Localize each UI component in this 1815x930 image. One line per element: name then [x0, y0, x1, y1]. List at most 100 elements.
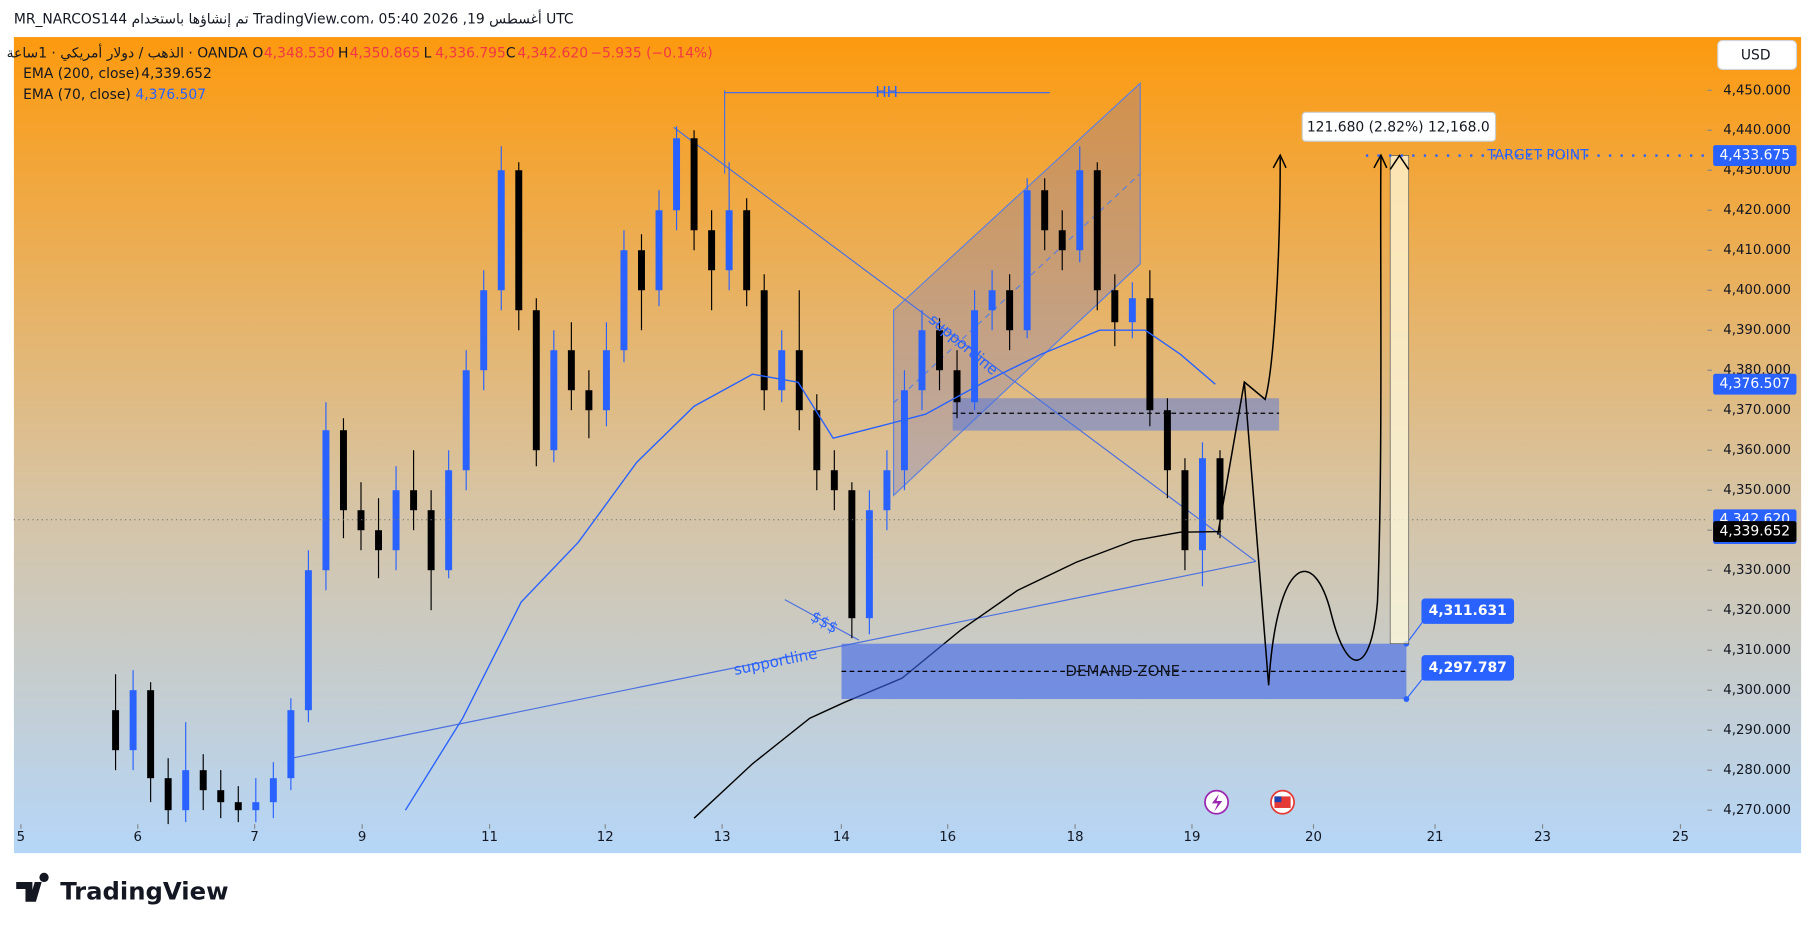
ema-line	[693, 530, 1222, 819]
y-tick-label: 4,320.000	[1723, 603, 1791, 618]
candle-body	[743, 210, 751, 291]
x-tick-label: 5	[17, 830, 25, 845]
x-tick-label: 12	[597, 830, 614, 845]
ohlc-value: 4,342.620	[517, 45, 588, 61]
y-tick-label: 4,330.000	[1723, 563, 1791, 578]
x-tick-label: 25	[1672, 830, 1689, 845]
candle-body	[1058, 230, 1066, 251]
ohlc-key: O	[252, 45, 263, 61]
ohlc-key: H	[338, 45, 348, 61]
candle-body	[900, 390, 908, 471]
currency-button[interactable]	[1717, 39, 1798, 71]
candle-body	[532, 310, 540, 451]
candle-body	[673, 138, 681, 211]
candle-body	[427, 510, 435, 571]
candle-body	[638, 250, 645, 291]
candle-body	[883, 470, 891, 511]
y-tick-label: 4,370.000	[1723, 403, 1791, 418]
x-tick-label: 14	[833, 830, 850, 845]
candle-body	[1128, 298, 1136, 323]
measure-label: 121.680 (2.82%) 12,168.0	[1307, 119, 1490, 135]
y-tick-label: 4,400.000	[1723, 283, 1791, 298]
measure-arrow	[1389, 154, 1410, 170]
y-tick-label: 4,410.000	[1723, 243, 1791, 258]
pen-arrow	[1373, 153, 1388, 169]
candle-body	[830, 470, 838, 491]
candle-body	[988, 290, 996, 311]
measure-bar	[1389, 155, 1410, 645]
x-tick-label: 9	[358, 830, 366, 845]
ohlc-value: 4,336.795	[435, 45, 506, 61]
y-tick-label: 4,440.000	[1723, 123, 1791, 138]
candles	[112, 126, 1224, 825]
sss-line	[784, 599, 860, 641]
candle-body	[304, 570, 312, 711]
change: −5.935 (−0.14%)	[590, 45, 712, 61]
candle-body	[550, 350, 558, 451]
channel-mid	[893, 173, 1141, 404]
y-tick-label: 4,430.000	[1723, 163, 1791, 178]
candle-body	[1163, 410, 1171, 471]
currency[interactable]: USD	[1741, 48, 1771, 64]
ohlc-key: C	[506, 45, 516, 61]
zone-badge	[1421, 598, 1515, 624]
zone-connector	[1405, 620, 1425, 645]
trend-line	[673, 126, 1257, 562]
candle-body	[322, 430, 330, 571]
symbol: الذهب / دولار أمريكي · 1ساعة · OANDA	[7, 43, 249, 61]
candle-body	[918, 330, 926, 391]
candle-body	[813, 410, 821, 471]
candle-body	[1146, 298, 1154, 411]
support-line	[291, 560, 1257, 759]
x-tick-label: 21	[1427, 830, 1444, 845]
candle-body	[357, 510, 365, 531]
zone-badge	[1421, 655, 1515, 681]
pen-drawing	[1216, 153, 1388, 686]
demand-zone-label: DEMAND ZONE	[1065, 662, 1180, 680]
x-tick-label: 23	[1534, 830, 1551, 845]
flag-icon	[1274, 796, 1291, 808]
x-tick-label: 6	[134, 830, 142, 845]
y-tick-label: 4,270.000	[1723, 803, 1791, 818]
candle-body	[1216, 458, 1224, 520]
candle-body	[690, 138, 698, 231]
candle-body	[936, 330, 943, 371]
candle-body	[234, 802, 242, 811]
candle-body	[480, 290, 488, 371]
candle-body	[339, 430, 347, 511]
candle-body	[182, 770, 190, 811]
candle-body	[287, 710, 295, 779]
candle-body	[252, 802, 260, 811]
candle-body	[164, 778, 172, 811]
candle-body	[848, 490, 856, 619]
candle-body	[585, 390, 593, 411]
candle-body	[725, 210, 733, 271]
candle-body	[112, 710, 120, 751]
supply-box	[952, 398, 1280, 431]
candle-body	[1006, 290, 1014, 331]
candle-body	[410, 490, 418, 511]
candle-body	[1198, 458, 1206, 551]
ohlc-readout: O 4,348.530 H 4,350.865 L 4,336.795 C 4,342.620	[252, 45, 588, 61]
footer-logo: TradingView	[60, 876, 228, 905]
x-tick-label: 19	[1183, 830, 1200, 845]
zone-connector	[1405, 676, 1425, 700]
y-tick-label: 4,420.000	[1723, 203, 1791, 218]
candle-body	[515, 170, 523, 311]
indicator-name: EMA (70, close)	[23, 87, 131, 103]
candle-body	[760, 290, 768, 391]
candle-body	[778, 350, 786, 391]
candle-body	[497, 170, 505, 291]
candle-body	[1111, 290, 1119, 323]
price-badge-label: 4,339.652	[1719, 524, 1790, 540]
candle-body	[269, 778, 277, 803]
price-badge-label: 4,433.675	[1719, 148, 1790, 164]
candle-body	[567, 350, 575, 391]
flag-icon	[1274, 796, 1282, 803]
x-tick-label: 13	[714, 830, 731, 845]
y-tick-label: 4,300.000	[1723, 683, 1791, 698]
candle-body	[217, 790, 225, 803]
y-tick-label: 4,360.000	[1723, 443, 1791, 458]
candle-body	[445, 470, 453, 571]
